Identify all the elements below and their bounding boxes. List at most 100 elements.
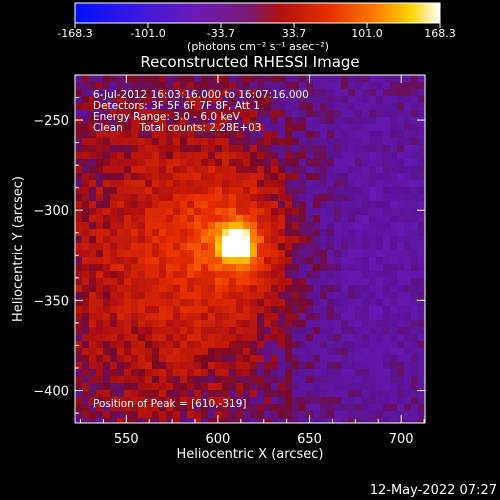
heatmap-cell [278, 215, 285, 222]
heatmap-cell [138, 306, 145, 313]
heatmap-cell [166, 138, 173, 145]
heatmap-cell [362, 306, 369, 313]
heatmap-cell [89, 110, 96, 117]
heatmap-cell [82, 215, 89, 222]
heatmap-cell [264, 292, 271, 299]
heatmap-cell [285, 166, 292, 173]
heatmap-cell [271, 166, 278, 173]
heatmap-cell [257, 362, 264, 369]
heatmap-cell [180, 404, 187, 411]
heatmap-cell [180, 75, 187, 82]
heatmap-cell [418, 341, 425, 348]
heatmap-cell [355, 390, 362, 397]
heatmap-cell [110, 383, 117, 390]
heatmap-cell [243, 131, 250, 138]
heatmap-cell [173, 152, 180, 159]
heatmap-cell [201, 138, 208, 145]
heatmap-cell [201, 341, 208, 348]
heatmap-cell [243, 313, 250, 320]
heatmap-cell [369, 355, 376, 362]
heatmap-cell [103, 383, 110, 390]
heatmap-cell [397, 299, 404, 306]
heatmap-cell [187, 75, 194, 82]
heatmap-cell [145, 362, 152, 369]
heatmap-cell [124, 292, 131, 299]
heatmap-cell [313, 229, 320, 236]
heatmap-cell [397, 397, 404, 404]
heatmap-cell [264, 131, 271, 138]
heatmap-cell [383, 145, 390, 152]
heatmap-cell [306, 383, 313, 390]
heatmap-cell [355, 124, 362, 131]
heatmap-cell [250, 313, 257, 320]
heatmap-cell [285, 145, 292, 152]
heatmap-cell [229, 103, 236, 110]
heatmap-cell [250, 131, 257, 138]
heatmap-cell [236, 103, 243, 110]
heatmap-cell [376, 208, 383, 215]
heatmap-cell [264, 138, 271, 145]
heatmap-cell [292, 299, 299, 306]
heatmap-cell [348, 397, 355, 404]
heatmap-cell [173, 201, 180, 208]
heatmap-cell [194, 264, 201, 271]
heatmap-cell [355, 320, 362, 327]
heatmap-cell [257, 404, 264, 411]
heatmap-cell [159, 334, 166, 341]
heatmap-cell [390, 418, 397, 423]
heatmap-cell [201, 187, 208, 194]
heatmap-cell [278, 418, 285, 423]
heatmap-cell [306, 159, 313, 166]
heatmap-cell [89, 292, 96, 299]
heatmap-cell [292, 320, 299, 327]
heatmap-cell [278, 278, 285, 285]
heatmap-cell [418, 173, 425, 180]
heatmap-cell [418, 299, 425, 306]
heatmap-cell [96, 236, 103, 243]
heatmap-cell [404, 82, 411, 89]
heatmap-cell [390, 145, 397, 152]
heatmap-cell [271, 362, 278, 369]
heatmap-cell [355, 103, 362, 110]
heatmap-cell [173, 159, 180, 166]
heatmap-cell [390, 222, 397, 229]
heatmap-cell [369, 243, 376, 250]
heatmap-cell [327, 96, 334, 103]
heatmap-cell [278, 341, 285, 348]
heatmap-cell [103, 75, 110, 82]
heatmap-cell [299, 292, 306, 299]
heatmap-cell [264, 89, 271, 96]
heatmap-cell [355, 152, 362, 159]
heatmap-cell [292, 187, 299, 194]
heatmap-cell [313, 278, 320, 285]
heatmap-cell [243, 292, 250, 299]
heatmap-cell [243, 299, 250, 306]
heatmap-cell [110, 376, 117, 383]
heatmap-cell [159, 278, 166, 285]
heatmap-cell [418, 75, 425, 82]
heatmap-cell [229, 348, 236, 355]
heatmap-cell [236, 131, 243, 138]
heatmap-cell [152, 397, 159, 404]
heatmap-cell [131, 278, 138, 285]
heatmap-cell [89, 271, 96, 278]
heatmap-cell [376, 103, 383, 110]
heatmap-cell [215, 397, 222, 404]
heatmap-cell [243, 404, 250, 411]
heatmap-cell [243, 369, 250, 376]
heatmap-cell [124, 82, 131, 89]
heatmap-cell [159, 418, 166, 423]
heatmap-cell [138, 334, 145, 341]
heatmap-cell [327, 271, 334, 278]
heatmap-cell [313, 243, 320, 250]
heatmap-cell [348, 236, 355, 243]
heatmap-cell [313, 264, 320, 271]
heatmap-cell [397, 89, 404, 96]
heatmap-cell [152, 215, 159, 222]
heatmap-cell [124, 124, 131, 131]
heatmap-cell [285, 362, 292, 369]
heatmap-cell [152, 404, 159, 411]
heatmap-cell [201, 173, 208, 180]
heatmap-cell [124, 404, 131, 411]
heatmap-cell [166, 222, 173, 229]
